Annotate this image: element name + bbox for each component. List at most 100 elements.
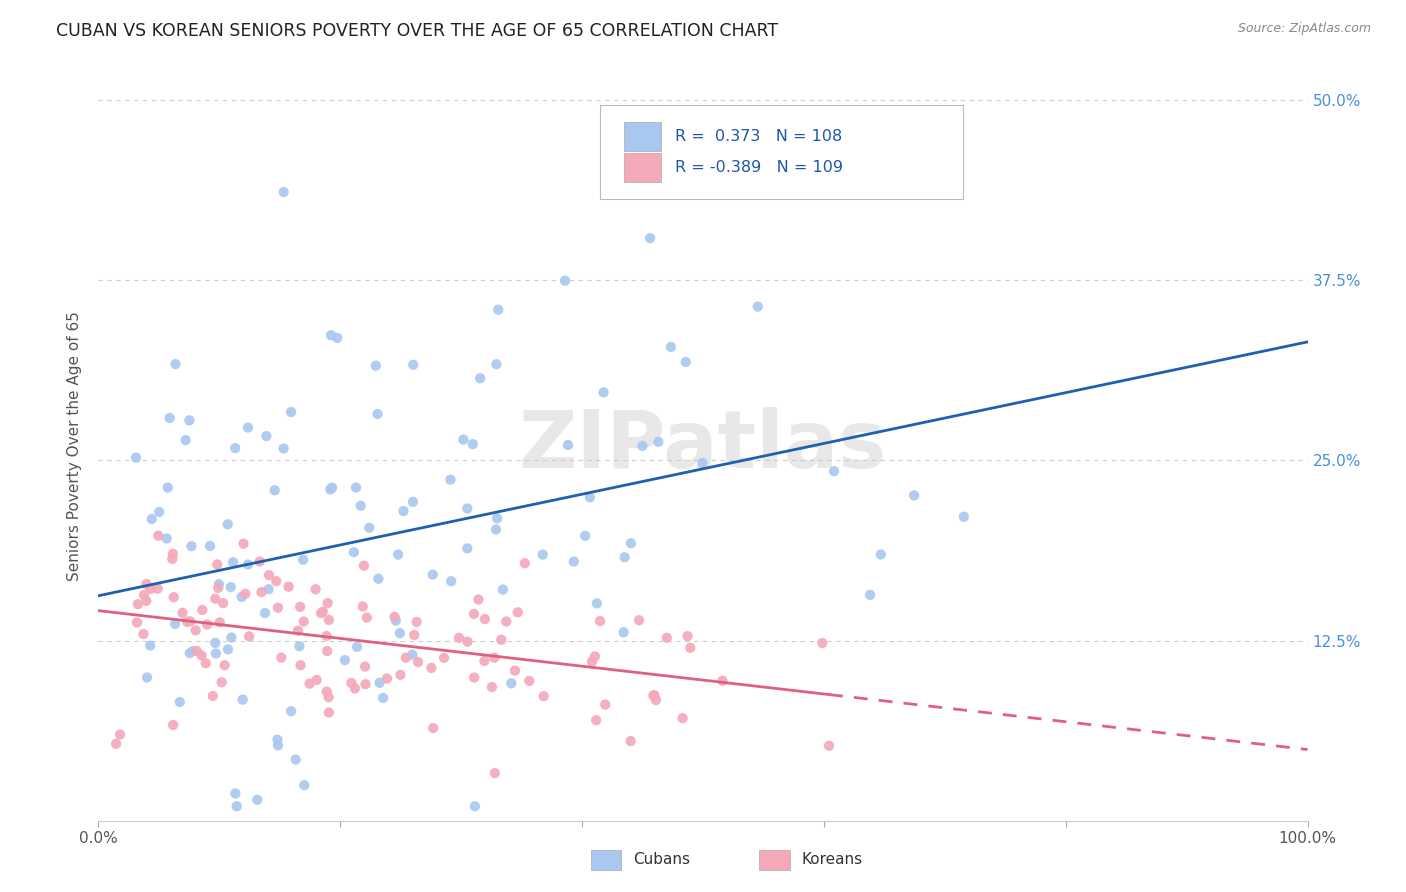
Point — [464, 799, 486, 814]
Point — [236, 558, 259, 572]
Point — [433, 651, 456, 665]
Point — [136, 670, 159, 684]
Point — [384, 609, 406, 624]
Point — [179, 413, 201, 427]
Point — [132, 588, 155, 602]
Point — [631, 439, 654, 453]
Bar — [624, 122, 661, 151]
Point — [406, 655, 429, 669]
Point — [304, 582, 326, 597]
Point — [481, 680, 503, 694]
Point — [579, 490, 602, 504]
Point — [233, 587, 256, 601]
Point — [219, 580, 242, 594]
Point — [517, 673, 540, 688]
Point — [292, 553, 315, 567]
Point — [253, 606, 276, 620]
Text: CUBAN VS KOREAN SENIORS POVERTY OVER THE AGE OF 65 CORRELATION CHART: CUBAN VS KOREAN SENIORS POVERTY OVER THE… — [56, 22, 779, 40]
Point — [350, 499, 373, 513]
Point — [224, 441, 246, 455]
Point — [392, 504, 415, 518]
Point — [273, 442, 295, 456]
Point — [613, 625, 636, 640]
Point — [205, 647, 228, 661]
Point — [388, 626, 411, 640]
Point — [280, 704, 302, 718]
Point — [246, 793, 269, 807]
Point — [191, 603, 214, 617]
Point — [364, 359, 387, 373]
Point — [267, 600, 290, 615]
Point — [249, 555, 271, 569]
Point — [176, 615, 198, 629]
Point — [277, 580, 299, 594]
Point — [321, 481, 343, 495]
Point — [108, 727, 131, 741]
Text: ZIPatlas: ZIPatlas — [519, 407, 887, 485]
Point — [125, 615, 148, 630]
FancyBboxPatch shape — [600, 105, 963, 199]
Point — [353, 558, 375, 573]
Point — [135, 594, 157, 608]
Point — [180, 539, 202, 553]
Point — [486, 511, 509, 525]
Point — [645, 693, 668, 707]
Point — [105, 737, 128, 751]
Point — [266, 732, 288, 747]
Point — [354, 659, 377, 673]
Point — [174, 433, 197, 447]
Point — [463, 607, 485, 621]
Point — [486, 302, 509, 317]
Point — [221, 631, 243, 645]
Point — [162, 547, 184, 561]
Point — [484, 766, 506, 780]
Point — [312, 605, 335, 619]
Point — [318, 613, 340, 627]
Point — [389, 668, 412, 682]
Point — [165, 357, 187, 371]
Point — [316, 644, 339, 658]
Point — [319, 483, 342, 497]
Point — [456, 634, 478, 648]
Point — [208, 577, 231, 591]
Point — [264, 574, 287, 589]
Point — [485, 523, 508, 537]
Point — [163, 591, 186, 605]
Point — [501, 676, 523, 690]
Point — [628, 613, 651, 627]
Point — [159, 411, 181, 425]
Point — [273, 185, 295, 199]
Point — [574, 529, 596, 543]
Point — [491, 632, 513, 647]
Point — [288, 599, 311, 614]
Point — [503, 664, 526, 678]
Point — [214, 658, 236, 673]
Point — [533, 689, 555, 703]
Point — [254, 429, 277, 443]
Point — [217, 517, 239, 532]
Point — [638, 231, 661, 245]
Point — [186, 644, 208, 658]
Point — [267, 739, 290, 753]
Point — [586, 596, 609, 610]
Point — [141, 512, 163, 526]
Point — [470, 371, 492, 385]
Point — [169, 695, 191, 709]
Point — [679, 640, 702, 655]
Point — [352, 599, 374, 614]
Point — [463, 671, 485, 685]
Point — [671, 711, 693, 725]
Point — [659, 340, 682, 354]
Point — [747, 300, 769, 314]
Point — [184, 624, 207, 638]
Point — [367, 572, 389, 586]
Point — [675, 355, 697, 369]
Point — [439, 473, 461, 487]
Point — [257, 568, 280, 582]
Point — [125, 450, 148, 465]
Point — [620, 734, 643, 748]
Point — [343, 545, 366, 559]
Point — [270, 650, 292, 665]
Point — [583, 649, 606, 664]
Point — [485, 357, 508, 371]
